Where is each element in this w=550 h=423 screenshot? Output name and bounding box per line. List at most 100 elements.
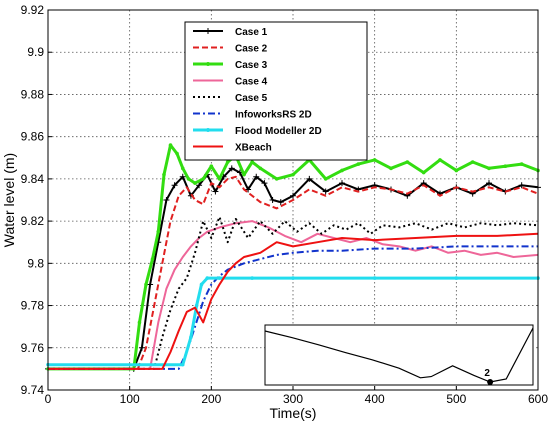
series-point-flood-modeller-2d <box>199 282 204 287</box>
series-point-case-1 <box>486 180 492 187</box>
legend-label-case-4: Case 4 <box>235 77 268 88</box>
series-point-flood-modeller-2d <box>180 362 185 367</box>
series-point-case-3 <box>217 177 222 181</box>
series-point-case-3 <box>421 170 426 175</box>
series-point-case-3 <box>389 166 393 171</box>
series-point-case-3 <box>487 166 491 171</box>
series-point-case-3 <box>150 257 155 261</box>
series-line-flood-modeller-2d <box>48 276 538 367</box>
series-point-case-3 <box>470 160 475 164</box>
series-line-case-5 <box>48 215 539 370</box>
x-axis-label: Time(s) <box>270 405 317 421</box>
series-point-case-1 <box>518 182 525 189</box>
series-point-flood-modeller-2d <box>291 276 295 280</box>
y-tick-label: 9.86 <box>21 130 45 144</box>
x-tick-label: 600 <box>528 392 548 406</box>
x-tick-label: 500 <box>446 392 466 406</box>
series-point-case-3 <box>168 143 173 147</box>
series-point-case-3 <box>225 160 230 164</box>
series-point-case-3 <box>519 162 524 166</box>
y-tick-label: 9.9 <box>27 45 44 59</box>
series-point-case-3 <box>186 177 191 181</box>
series-point-flood-modeller-2d <box>250 276 254 280</box>
series-point-case-3 <box>162 172 166 177</box>
inset-frame <box>264 324 534 386</box>
series-point-case-1 <box>253 173 260 180</box>
legend: Case 1 Case 2 Case 3 Case 4 Case 5 InfoworksR… <box>184 21 368 161</box>
legend-box <box>184 21 368 161</box>
y-tick-label: 9.92 <box>21 3 45 17</box>
series-point-case-1 <box>138 344 145 351</box>
legend-label-xbeach: XBeach <box>235 143 272 154</box>
x-tick-label: 400 <box>365 392 385 406</box>
y-tick-label: 9.78 <box>21 299 45 313</box>
series-point-case-3 <box>144 282 148 287</box>
legend-marker-case-1 <box>205 28 211 34</box>
legend-label-case-5: Case 5 <box>235 93 268 104</box>
series-line-case-4 <box>48 220 539 370</box>
series-point-case-1 <box>290 192 296 199</box>
series-point-case-1 <box>306 175 313 182</box>
inset-marker-label: 2 <box>484 368 490 379</box>
series-lines <box>45 143 541 372</box>
series-point-case-1 <box>147 281 154 288</box>
legend-marker-case-3 <box>206 62 210 66</box>
x-tick-label: 0 <box>45 392 52 406</box>
series-point-case-3 <box>250 160 254 164</box>
series-point-case-1 <box>339 180 345 187</box>
legend-label-case-2: Case 2 <box>235 44 268 55</box>
series-point-case-3 <box>340 168 344 173</box>
series-line-case-1 <box>48 167 539 370</box>
x-tick-label: 100 <box>120 392 140 406</box>
series-point-case-1 <box>269 197 276 203</box>
series-point-case-3 <box>291 172 295 177</box>
y-tick-label: 9.84 <box>21 172 45 186</box>
series-point-case-3 <box>175 151 179 156</box>
series-point-case-1 <box>245 186 252 193</box>
series-line-infoworksrs-2d <box>48 245 538 370</box>
series-point-case-3 <box>201 177 205 181</box>
y-tick-label: 9.82 <box>21 214 45 228</box>
series-point-case-3 <box>180 166 185 171</box>
series-point-case-1 <box>163 197 170 203</box>
series-point-case-3 <box>137 320 142 325</box>
series-point-flood-modeller-2d <box>205 276 210 280</box>
y-tick-label: 9.88 <box>21 87 45 101</box>
series-point-case-3 <box>356 162 361 166</box>
series-point-case-3 <box>405 160 410 164</box>
series-point-case-3 <box>258 166 263 171</box>
legend-label-flood-modeller-2d: Flood Modeller 2D <box>235 126 322 137</box>
series-point-flood-modeller-2d <box>372 276 377 280</box>
series-point-case-1 <box>322 188 329 195</box>
series-point-case-1 <box>171 182 178 189</box>
y-tick-label: 9.74 <box>21 383 45 397</box>
series-point-case-1 <box>212 188 219 195</box>
axis-ticks: 0 100 200 300 400 500 600 9.74 9.76 9.78 9.8 9.82 9.… <box>21 3 549 406</box>
series-point-case-1 <box>261 180 268 187</box>
series-point-case-3 <box>242 172 246 177</box>
series-point-case-3 <box>503 164 508 169</box>
series-point-flood-modeller-2d <box>454 276 459 280</box>
series-point-case-3 <box>274 177 279 181</box>
legend-label-infoworksrs-2d: InfoworksRS 2D <box>235 110 312 121</box>
series-line-case-2 <box>48 175 539 370</box>
x-tick-label: 200 <box>201 392 221 406</box>
series-point-case-3 <box>438 158 442 162</box>
series-point-flood-modeller-2d <box>194 303 199 308</box>
series-point-case-1 <box>228 165 235 172</box>
y-tick-label: 9.76 <box>21 341 45 355</box>
series-point-case-3 <box>372 158 377 162</box>
x-tick-label: 300 <box>283 392 303 406</box>
series-line-xbeach <box>48 232 539 370</box>
series-point-case-1 <box>179 173 186 180</box>
inset-profile: 2 <box>264 324 534 386</box>
legend-label-case-3: Case 3 <box>235 60 268 71</box>
inset-marker-point <box>487 379 494 385</box>
series-point-case-1 <box>196 182 203 189</box>
series-point-flood-modeller-2d <box>217 276 222 280</box>
series-point-case-1 <box>277 199 284 206</box>
legend-marker-flood-modeller-2d <box>206 128 210 132</box>
y-axis-label: Water level (m) <box>1 153 17 247</box>
series-point-case-3 <box>454 168 459 173</box>
